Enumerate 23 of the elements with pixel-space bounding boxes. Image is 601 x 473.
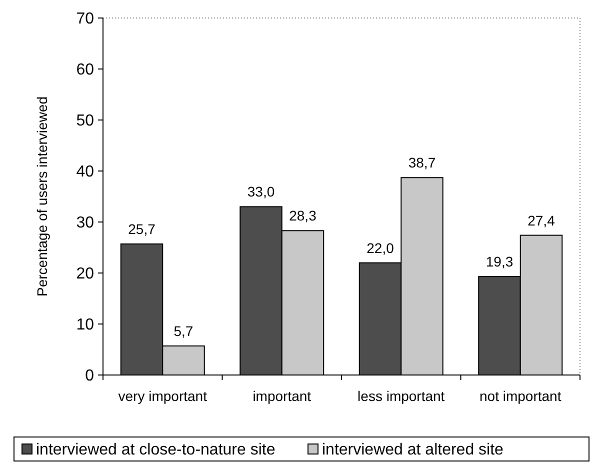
y-tick-label: 50	[76, 112, 94, 130]
x-tick-label: important	[252, 388, 312, 404]
y-tick-label: 70	[76, 10, 94, 28]
legend-label: interviewed at altered site	[322, 442, 504, 459]
y-tick-label: 10	[76, 316, 94, 334]
y-tick-label: 0	[85, 368, 94, 385]
x-tick-label: very important	[118, 388, 208, 404]
y-tick-label: 60	[76, 62, 94, 79]
x-tick-label: not important	[480, 388, 562, 404]
data-label: 28,3	[289, 208, 317, 224]
y-tick-label: 20	[76, 266, 94, 283]
legend-label: interviewed at close-to-nature site	[36, 442, 276, 459]
data-label: 22,0	[366, 240, 394, 256]
y-axis-title: Percentage of users interviewed	[34, 96, 50, 296]
data-label: 19,3	[486, 254, 514, 270]
data-label: 27,4	[528, 212, 556, 228]
data-label: 33,0	[247, 184, 275, 200]
data-label: 38,7	[408, 154, 436, 171]
data-label: 25,7	[128, 220, 156, 237]
data-label: 5,7	[174, 322, 194, 339]
y-tick-label: 40	[76, 164, 94, 181]
y-tick-label: 30	[76, 214, 94, 232]
x-tick-label: less important	[358, 388, 445, 404]
